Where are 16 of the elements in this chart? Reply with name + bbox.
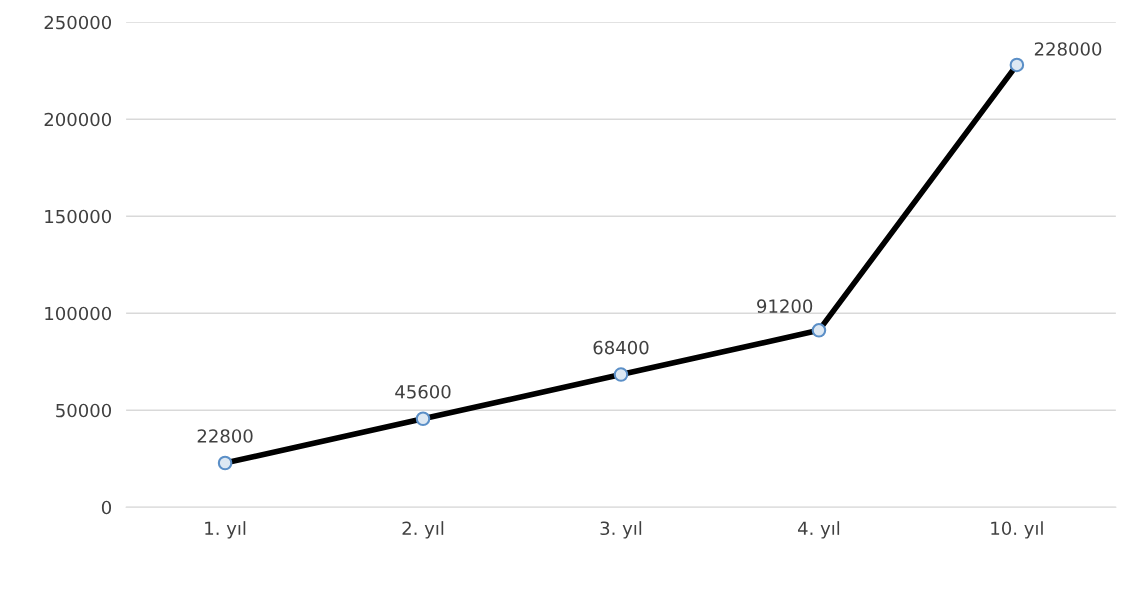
y-tick-label: 100000 bbox=[45, 306, 112, 321]
data-label: 45600 bbox=[395, 384, 451, 399]
data-label: 228000 bbox=[1034, 42, 1102, 56]
data-label: 68400 bbox=[593, 340, 649, 355]
x-tick-label: 10. yıl bbox=[991, 521, 1043, 539]
y-tick-label: 200000 bbox=[44, 112, 112, 127]
y-tick-label: 50000 bbox=[56, 403, 112, 418]
data-label: 22800 bbox=[197, 429, 253, 443]
x-tick-label: 3. yıl bbox=[600, 521, 642, 539]
y-tick-label: 150000 bbox=[45, 209, 112, 224]
x-tick-label: 1. yıl bbox=[205, 521, 246, 539]
x-tick-label: 4. yıl bbox=[797, 521, 840, 539]
x-tick-label: 2. yıl bbox=[402, 521, 444, 539]
y-tick-label: 0 bbox=[101, 500, 112, 515]
y-tick-label: 250000 bbox=[44, 15, 112, 30]
data-label: 91200 bbox=[757, 299, 813, 313]
